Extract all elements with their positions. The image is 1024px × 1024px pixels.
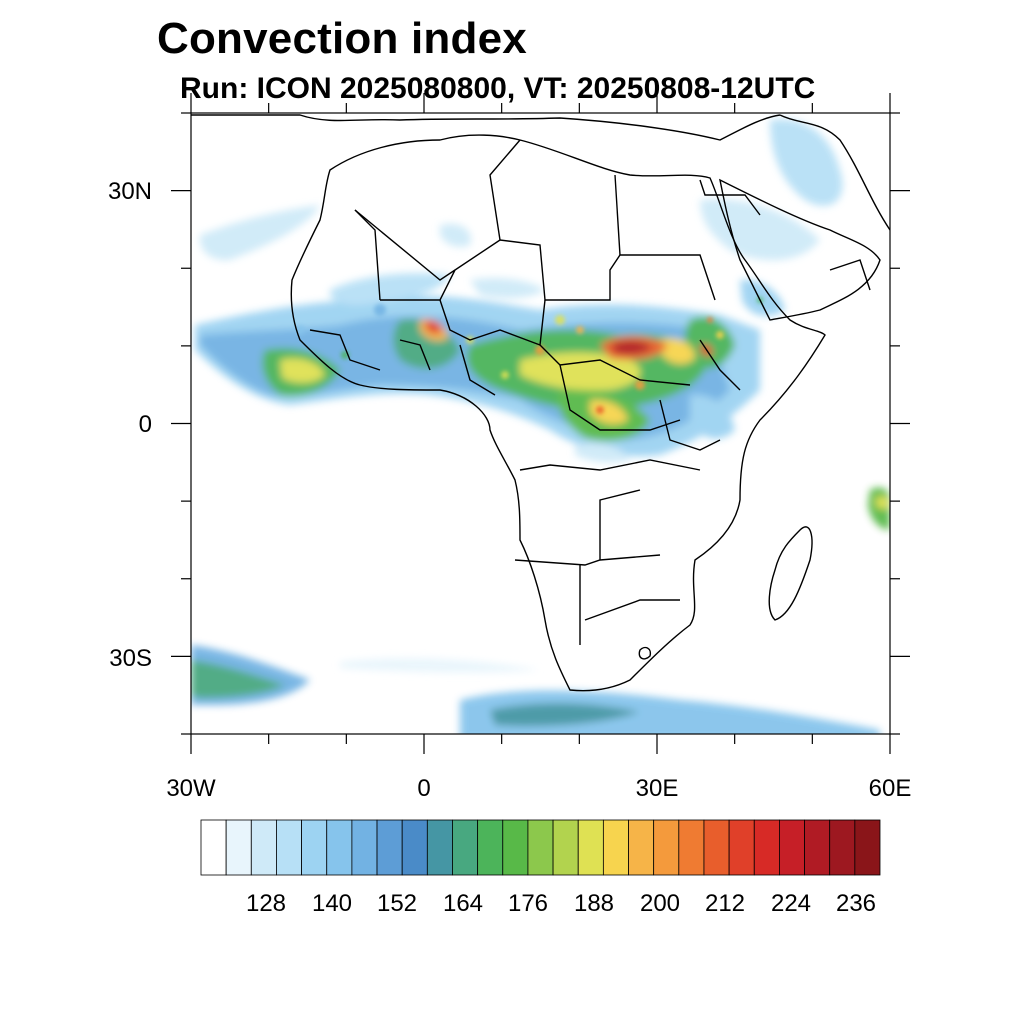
y-tick-label-30s: 30S — [109, 645, 152, 672]
axis-ticks — [171, 93, 910, 754]
x-tick-label-30e: 30E — [635, 775, 679, 802]
colorbar-label: 224 — [770, 890, 812, 917]
x-tick-label-60e: 60E — [868, 775, 912, 802]
x-tick-label-0: 0 — [417, 775, 431, 802]
convection-field — [191, 119, 890, 734]
colorbar-label: 200 — [639, 890, 681, 917]
colorbar-label: 128 — [245, 890, 287, 917]
colorbar-label: 164 — [442, 890, 484, 917]
y-tick-label-30n: 30N — [107, 178, 152, 205]
map-title: Convection index — [157, 14, 527, 63]
colorbar-label: 236 — [835, 890, 877, 917]
colorbar-label: 188 — [573, 890, 615, 917]
colorbar-label: 212 — [704, 890, 746, 917]
coastlines-borders — [191, 114, 890, 692]
colorbar-label: 176 — [507, 890, 549, 917]
map-subtitle: Run: ICON 2025080800, VT: 20250808-12UTC — [180, 72, 816, 105]
colorbar-label: 152 — [376, 890, 418, 917]
y-tick-label-0: 0 — [138, 411, 152, 438]
x-tick-label-30w: 30W — [166, 775, 216, 802]
colorbar-label: 140 — [311, 890, 353, 917]
